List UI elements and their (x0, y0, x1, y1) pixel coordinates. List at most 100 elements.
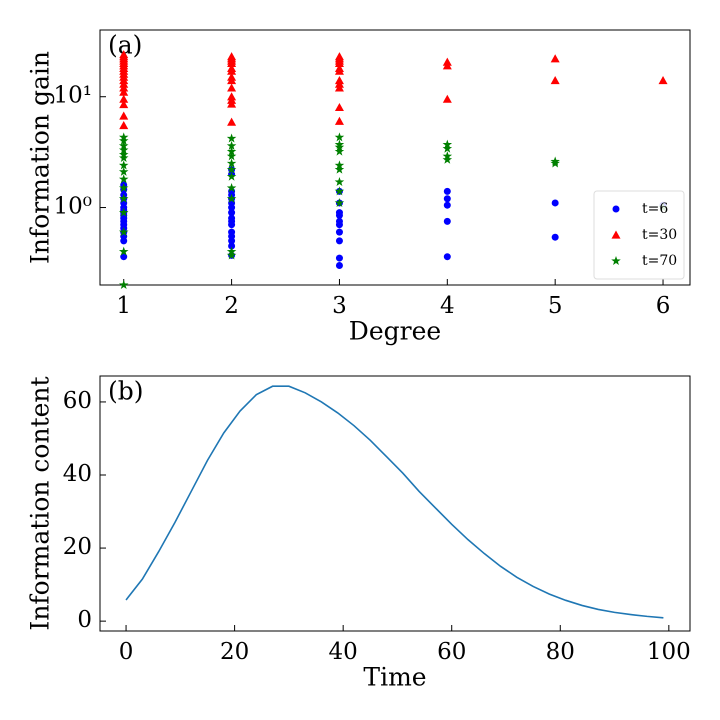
y-tick-label: 10⁰ (54, 194, 93, 220)
triangle-marker (550, 76, 560, 85)
circle-marker (335, 228, 343, 236)
legend-label: t=70 (642, 253, 677, 269)
star-marker (118, 135, 129, 145)
plot-frame (99, 375, 691, 632)
circle-marker (120, 253, 128, 261)
circle-marker (335, 209, 343, 217)
star-marker (442, 143, 453, 153)
star-marker (442, 154, 453, 164)
star-marker (226, 171, 237, 181)
x-tick-label: 3 (332, 293, 347, 319)
triangle-marker (658, 76, 668, 85)
x-tick-label: 20 (220, 639, 249, 665)
triangle-marker (442, 57, 452, 66)
star-marker (118, 152, 129, 163)
y-axis-label: Information gain (26, 51, 55, 264)
circle-marker (551, 199, 559, 207)
star-marker (334, 132, 345, 142)
y-tick-label: 10¹ (54, 83, 93, 109)
star-marker (118, 207, 129, 217)
star-marker (226, 164, 237, 174)
x-tick-label: 40 (329, 639, 358, 665)
x-tick-label: 60 (437, 639, 466, 665)
star-marker (118, 132, 129, 142)
circle-marker (228, 209, 236, 217)
triangle-marker (442, 94, 452, 103)
star-marker (226, 183, 237, 193)
star-marker (118, 193, 129, 203)
star-marker (226, 140, 237, 150)
star-marker (118, 145, 129, 155)
star-marker (334, 146, 345, 156)
x-tick-label: 1 (116, 293, 131, 319)
x-tick-label: 4 (440, 293, 455, 319)
star-marker (118, 149, 129, 159)
x-tick-label: 6 (656, 293, 671, 319)
triangle-marker (334, 52, 344, 61)
circle-marker (551, 233, 559, 241)
star-marker (334, 164, 345, 174)
triangle-marker (227, 63, 237, 73)
line-series (125, 385, 664, 619)
circle-marker (612, 205, 620, 213)
star-marker (118, 140, 129, 150)
triangle-marker (334, 76, 344, 85)
triangle-marker (334, 116, 344, 125)
y-tick-label: 60 (63, 388, 92, 414)
star-marker (226, 146, 237, 156)
circle-marker (443, 195, 451, 203)
x-tick-label: 0 (119, 639, 134, 665)
triangle-marker (550, 54, 560, 63)
circle-marker (228, 228, 236, 236)
circle-marker (228, 214, 236, 222)
triangle-marker (334, 63, 344, 73)
star-marker (118, 183, 129, 193)
triangle-marker (119, 87, 129, 96)
circle-marker (443, 217, 451, 225)
legend-box (593, 190, 685, 280)
star-marker (334, 142, 345, 152)
star-marker (226, 133, 237, 143)
star-marker (334, 177, 345, 187)
legend-label: t=30 (642, 227, 677, 243)
x-tick-label: 100 (647, 639, 691, 665)
star-marker (334, 186, 345, 196)
star-marker (334, 160, 345, 170)
triangle-marker (227, 72, 237, 81)
plot-frame (99, 29, 691, 286)
x-tick-label: 5 (548, 293, 563, 319)
circle-marker (443, 187, 451, 195)
star-marker (334, 139, 345, 149)
star-marker (118, 280, 129, 290)
panel-label: (b) (108, 377, 144, 406)
star-marker (118, 166, 129, 176)
triangle-marker (119, 94, 129, 103)
circle-marker (443, 253, 451, 261)
star-marker (226, 193, 237, 203)
y-axis-label: Information content (26, 376, 55, 630)
star-marker (550, 156, 560, 166)
x-axis-label: Time (363, 663, 426, 692)
star-marker (226, 250, 237, 260)
triangle-marker (119, 120, 129, 130)
circle-marker (443, 201, 451, 209)
x-axis-label: Degree (349, 317, 441, 346)
star-marker (118, 174, 129, 184)
star-marker (442, 151, 453, 161)
star-marker (226, 158, 237, 168)
legend-label: t=6 (642, 201, 668, 217)
triangle-marker (227, 117, 237, 126)
star-marker (118, 227, 129, 237)
x-tick-label: 2 (224, 293, 239, 319)
triangle-marker (611, 230, 621, 239)
star-marker (226, 246, 237, 256)
x-tick-label: 80 (546, 639, 575, 665)
star-marker (118, 160, 129, 170)
circle-marker (335, 237, 343, 245)
triangle-marker (227, 83, 237, 92)
triangle-marker (119, 111, 129, 120)
circle-marker (335, 261, 343, 269)
triangle-marker (227, 52, 237, 61)
